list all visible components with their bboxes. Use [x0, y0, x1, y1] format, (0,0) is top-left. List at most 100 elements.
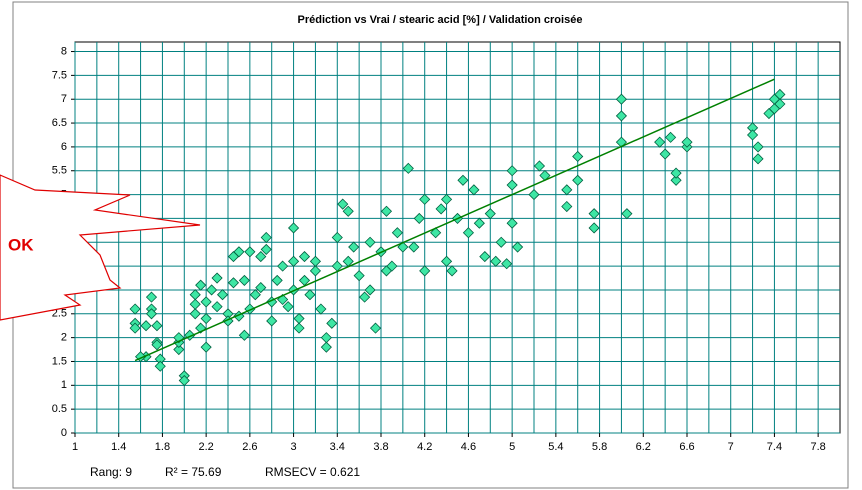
data-point: [654, 136, 666, 148]
plot-area: 00.511.522.533.544.555.566.577.5811.41.8…: [52, 41, 841, 453]
x-tick-label: 4.6: [461, 441, 476, 453]
x-tick-label: 6.2: [636, 441, 651, 453]
data-point: [446, 265, 458, 277]
data-point: [331, 231, 343, 244]
data-point: [572, 174, 584, 186]
data-point: [304, 289, 316, 301]
x-tick-label: 3.8: [373, 441, 388, 453]
y-tick-label: 6: [61, 141, 67, 153]
data-point: [178, 374, 190, 387]
data-point: [315, 303, 327, 315]
data-point: [216, 289, 229, 301]
data-point: [462, 227, 474, 239]
data-point: [441, 193, 453, 205]
data-point: [266, 315, 278, 327]
data-point: [189, 298, 201, 310]
data-point: [320, 332, 332, 344]
data-point: [326, 317, 338, 329]
data-point: [468, 184, 480, 196]
data-point: [386, 260, 398, 272]
y-tick-label: 6.5: [52, 117, 67, 129]
data-point: [561, 184, 573, 196]
x-tick-label: 5.4: [548, 441, 563, 453]
x-tick-label: 1: [72, 441, 78, 453]
data-point: [151, 339, 163, 351]
y-tick-label: 5.5: [52, 165, 67, 177]
y-tick-label: 2.5: [52, 308, 67, 320]
data-point: [200, 296, 212, 308]
data-point: [244, 246, 256, 258]
data-point: [288, 222, 300, 234]
y-tick-label: 2: [61, 332, 67, 344]
data-point: [260, 243, 272, 255]
data-point: [249, 289, 261, 301]
data-point: [490, 255, 502, 267]
footer-rank: Rang: 9: [90, 465, 132, 479]
data-point: [495, 236, 507, 248]
data-point: [298, 251, 311, 263]
y-tick-label: 0.5: [52, 403, 67, 415]
data-point: [457, 174, 469, 186]
data-point: [271, 274, 283, 286]
data-point: [369, 322, 382, 334]
x-tick-label: 5: [509, 441, 515, 453]
data-point: [681, 136, 693, 148]
y-tick-label: 7: [61, 93, 67, 105]
data-point: [145, 291, 158, 303]
data-point: [402, 162, 414, 174]
data-point: [665, 131, 677, 143]
data-point: [359, 291, 371, 303]
data-point: [408, 241, 420, 253]
data-point: [380, 205, 393, 217]
data-point: [342, 205, 354, 217]
x-tick-label: 1.8: [155, 441, 170, 453]
data-point: [211, 272, 223, 284]
data-point: [154, 360, 166, 372]
x-tick-label: 5.8: [592, 441, 607, 453]
data-point: [140, 320, 152, 332]
data-point: [670, 167, 682, 179]
data-point: [309, 265, 321, 277]
data-point: [293, 322, 305, 334]
data-point: [391, 227, 403, 239]
data-point: [615, 93, 627, 105]
data-point: [320, 341, 332, 353]
chart-title: Prédiction vs Vrai / stearic acid [%] / …: [298, 14, 583, 26]
data-point: [227, 277, 240, 289]
starburst: [0, 174, 201, 321]
x-tick-label: 3.4: [330, 441, 345, 453]
annotation: OK: [8, 235, 34, 254]
data-point: [588, 208, 600, 220]
x-tick-label: 6.6: [679, 441, 694, 453]
data-point: [173, 343, 185, 356]
footer-r2: R² = 75.69: [165, 465, 222, 479]
data-point: [200, 312, 212, 325]
y-tick-label: 7.5: [52, 69, 67, 81]
x-tick-label: 1.4: [111, 441, 126, 453]
x-tick-label: 3: [291, 441, 297, 453]
data-point: [512, 241, 524, 253]
data-point: [506, 217, 518, 229]
y-tick-label: 8: [61, 45, 67, 57]
data-point: [364, 236, 376, 248]
data-point: [129, 303, 141, 315]
data-point: [255, 282, 267, 294]
data-point: [752, 141, 764, 153]
data-point: [348, 241, 360, 253]
data-point: [430, 227, 442, 239]
x-tick-label: 7: [728, 441, 734, 453]
data-point: [506, 179, 518, 191]
fit-line: [134, 78, 775, 362]
data-point: [282, 301, 294, 313]
data-point: [572, 150, 584, 163]
x-tick-label: 2.6: [242, 441, 257, 453]
data-point: [238, 274, 250, 286]
data-point: [206, 284, 218, 296]
data-point: [200, 341, 212, 353]
y-tick-label: 1: [61, 379, 67, 391]
data-point: [233, 246, 245, 258]
data-point: [238, 329, 250, 341]
data-point: [473, 217, 485, 229]
data-point: [670, 174, 682, 186]
